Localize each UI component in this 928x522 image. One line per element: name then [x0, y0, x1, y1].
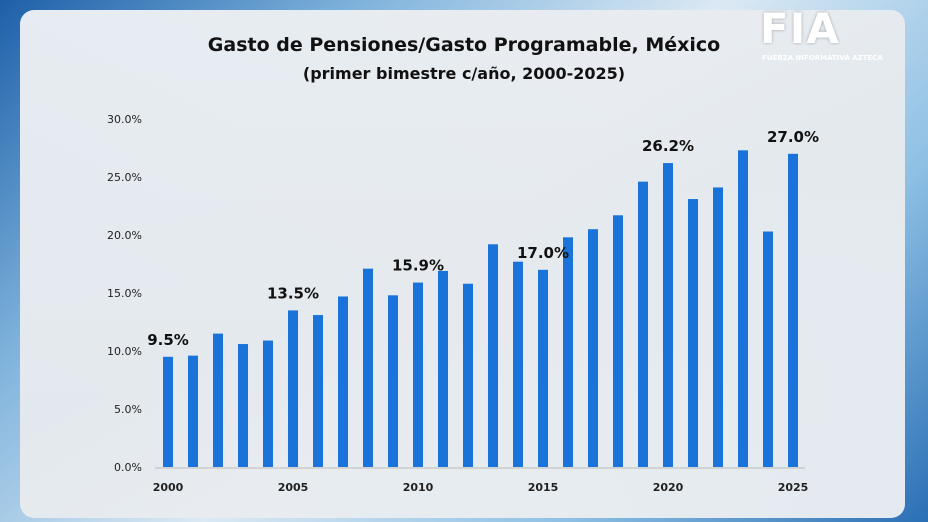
bar-2010 — [413, 282, 423, 467]
bar-2022 — [713, 187, 723, 467]
bar-2002 — [213, 333, 223, 467]
bar-2021 — [688, 199, 698, 468]
x-tick-label: 2025 — [778, 481, 809, 494]
data-label-2005: 13.5% — [267, 284, 319, 302]
bar-2005 — [288, 310, 298, 467]
bar-2007 — [338, 296, 348, 467]
bar-2023 — [738, 150, 748, 467]
bar-2018 — [613, 215, 623, 467]
data-label-2020: 26.2% — [642, 137, 694, 155]
bar-2009 — [388, 295, 398, 467]
bar-2013 — [488, 244, 498, 467]
chart-subtitle: (primer bimestre c/año, 2000-2025) — [302, 64, 626, 83]
data-label-2015: 17.0% — [517, 244, 569, 262]
x-tick-label: 2000 — [153, 481, 184, 494]
bar-2019 — [638, 181, 648, 467]
bar-2008 — [363, 268, 373, 467]
y-tick-label: 5.0% — [114, 403, 142, 416]
bar-2016 — [563, 237, 573, 467]
bar-2006 — [313, 315, 323, 467]
bar-2003 — [238, 344, 248, 467]
bar-2020 — [663, 163, 673, 467]
logo-tagline: FUERZA INFORMATIVA AZTECA — [762, 54, 883, 62]
logo-text: FIA — [760, 4, 840, 53]
bar-2000 — [163, 356, 173, 467]
x-tick-label: 2020 — [653, 481, 684, 494]
y-tick-label: 0.0% — [114, 461, 142, 474]
data-label-2010: 15.9% — [392, 257, 444, 275]
y-tick-label: 30.0% — [107, 113, 142, 126]
x-tick-label: 2015 — [528, 481, 559, 494]
data-label-2000: 9.5% — [147, 331, 189, 349]
y-tick-label: 15.0% — [107, 287, 142, 300]
bar-2004 — [263, 340, 273, 467]
bar-2001 — [188, 355, 198, 467]
data-label-2025: 27.0% — [767, 128, 819, 146]
bar-2025 — [788, 153, 798, 468]
y-tick-label: 10.0% — [107, 345, 142, 358]
bar-2012 — [463, 283, 473, 467]
bar-2011 — [438, 270, 448, 467]
bar-2017 — [588, 229, 598, 467]
bar-2014 — [513, 261, 523, 467]
y-tick-label: 25.0% — [107, 171, 142, 184]
x-tick-label: 2010 — [403, 481, 434, 494]
x-tick-label: 2005 — [278, 481, 309, 494]
chart-title: Gasto de Pensiones/Gasto Programable, Mé… — [207, 34, 721, 56]
y-tick-label: 20.0% — [107, 229, 142, 242]
bar-2015 — [538, 269, 548, 467]
bar-2024 — [763, 231, 773, 467]
fia-logo: FIA FUERZA INFORMATIVA AZTECA — [760, 4, 920, 68]
